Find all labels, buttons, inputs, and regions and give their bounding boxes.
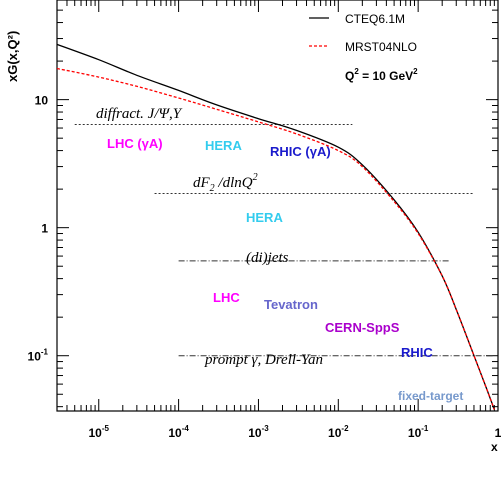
- label-prompt: prompt γ, Drell-Yan: [204, 352, 323, 368]
- exp-fixed-target: fixed-target: [398, 389, 463, 403]
- exp-rhic: RHIC: [401, 345, 433, 360]
- label-diffract: diffract. J/Ψ,Υ: [96, 106, 183, 122]
- exp-tevatron: Tevatron: [264, 297, 318, 312]
- exp-rhic-gamma-a: RHIC (γA): [270, 144, 331, 159]
- x-tick-label: 10-5: [89, 424, 110, 440]
- legend: CTEQ6.1M MRST04NLO Q2 = 10 GeV2: [309, 12, 418, 83]
- exp-lhc: LHC: [213, 290, 240, 305]
- y-tick-labels: 10-1 1 10: [28, 94, 49, 364]
- series-line-mrst04nlo: [56, 67, 495, 410]
- legend-label-cteq: CTEQ6.1M: [345, 12, 405, 26]
- x-tick-labels: 10-5 10-4 10-3 10-2 10-1 1: [89, 424, 502, 440]
- y-tick-label: 10-1: [28, 348, 49, 364]
- coverage-lines: [74, 123, 495, 357]
- series-line-cteq6-1m: [56, 43, 495, 410]
- exp-lhc-gamma-a: LHC (γA): [107, 136, 163, 151]
- y-axis-label: xG(x,Q²): [5, 31, 20, 82]
- exp-hera-2: HERA: [246, 210, 283, 225]
- q2-label: Q2 = 10 GeV2: [345, 67, 418, 83]
- x-tick-label: 10-3: [248, 424, 269, 440]
- y-tick-label: 10: [35, 94, 49, 108]
- exp-cern-spps: CERN-SppS: [325, 320, 400, 335]
- series-lines: [56, 43, 495, 410]
- x-tick-label: 1: [495, 426, 502, 440]
- x-tick-label: 10-2: [328, 424, 349, 440]
- label-dijets: (di)jets: [246, 250, 289, 266]
- legend-label-mrst: MRST04NLO: [345, 40, 417, 54]
- label-dF2: dF2 /dlnQ2: [193, 172, 258, 194]
- x-tick-label: 10-1: [408, 424, 429, 440]
- exp-hera-1: HERA: [205, 138, 242, 153]
- axis-ticks: [56, 0, 499, 411]
- x-tick-label: 10-4: [168, 424, 189, 440]
- y-tick-label: 1: [41, 222, 48, 236]
- x-axis-label: x: [491, 440, 498, 454]
- plot-frame: [56, 0, 499, 412]
